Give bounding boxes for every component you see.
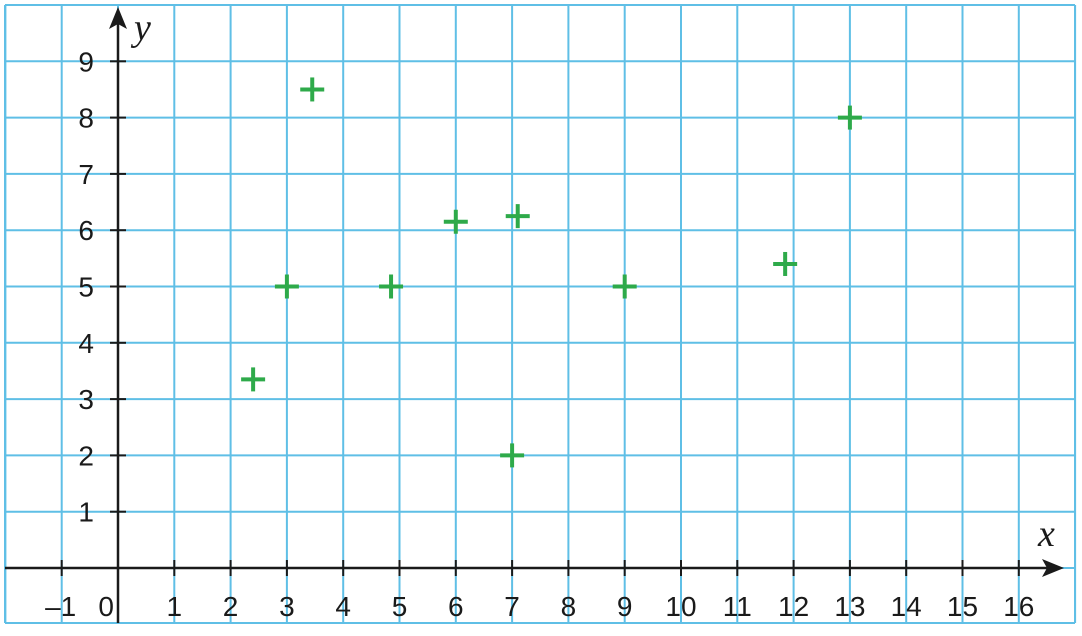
y-tick-label: 8: [78, 103, 94, 134]
x-tick-label: 9: [617, 591, 633, 622]
x-tick-label: 14: [891, 591, 922, 622]
data-point: [443, 209, 468, 234]
axes: [5, 7, 1064, 623]
x-tick-label: 4: [335, 591, 351, 622]
data-point: [500, 443, 525, 468]
y-axis-arrow: [109, 7, 127, 29]
x-tick-label: 16: [1003, 591, 1034, 622]
x-tick-label: 10: [665, 591, 696, 622]
x-tick-label: 15: [947, 591, 978, 622]
x-tick-label: 8: [561, 591, 577, 622]
x-tick-label: 2: [223, 591, 239, 622]
x-axis-arrow: [1042, 559, 1064, 577]
y-tick-label: 3: [78, 384, 94, 415]
data-point: [379, 274, 404, 299]
x-tick-label: 12: [778, 591, 809, 622]
data-point: [505, 204, 530, 229]
x-tick-label: 6: [448, 591, 464, 622]
y-axis-label: y: [130, 7, 151, 49]
data-points: [241, 77, 862, 468]
x-tick-label: 3: [279, 591, 295, 622]
data-point: [274, 274, 299, 299]
y-tick-label: 5: [78, 272, 94, 303]
x-tick-label: 1: [167, 591, 183, 622]
y-tick-label: 7: [78, 159, 94, 190]
y-tick-label: 9: [78, 46, 94, 77]
data-point: [612, 274, 637, 299]
x-tick-label: –1: [45, 591, 76, 622]
x-tick-label: 5: [392, 591, 408, 622]
y-tick-label: 2: [78, 440, 94, 471]
ticks: [60, 60, 1020, 576]
grid: [4, 4, 1077, 624]
data-point: [837, 105, 862, 130]
x-axis-label: x: [1037, 513, 1055, 555]
x-tick-label: 0: [98, 591, 114, 622]
y-tick-label: 6: [78, 215, 94, 246]
x-tick-label: 11: [723, 591, 752, 622]
x-tick-label: 7: [504, 591, 520, 622]
y-tick-label: 4: [78, 328, 94, 359]
data-point: [241, 367, 266, 392]
data-point: [773, 251, 798, 276]
data-point: [300, 77, 325, 102]
x-tick-label: 13: [834, 591, 865, 622]
y-tick-label: 1: [78, 497, 94, 528]
